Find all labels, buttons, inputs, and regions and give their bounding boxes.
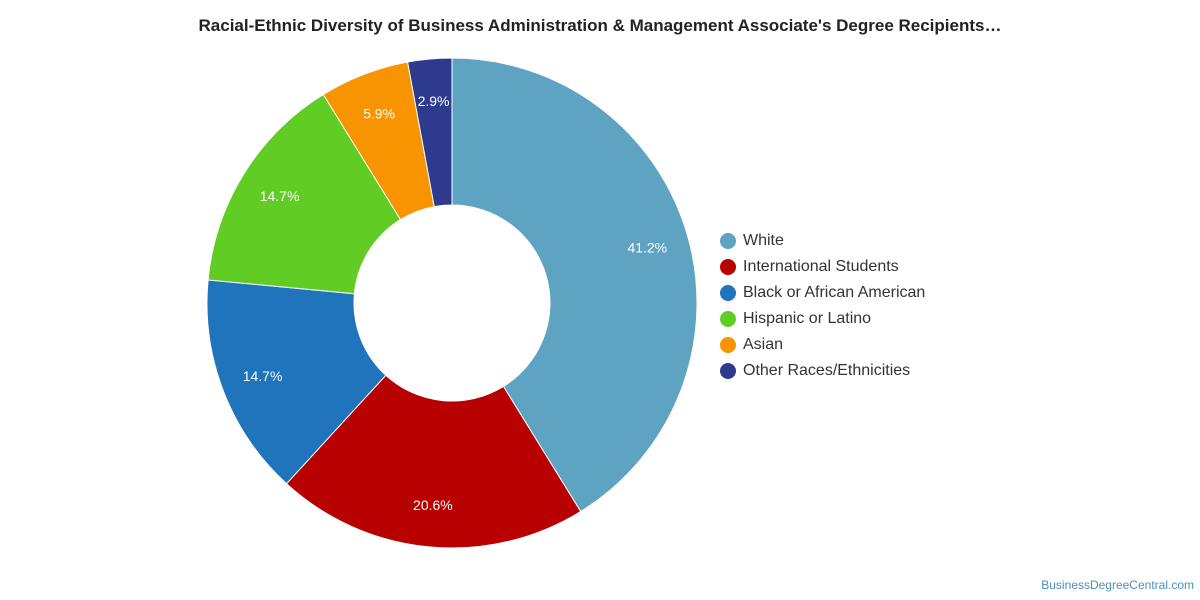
legend-item-white[interactable]: White [720, 228, 925, 254]
legend-label: International Students [743, 258, 899, 275]
legend-swatch [720, 259, 736, 275]
slice-international-students[interactable] [285, 374, 582, 549]
legend-label: Asian [743, 336, 784, 353]
slice-value-label: 5.9% [363, 106, 395, 122]
legend-swatch [720, 337, 736, 353]
slices-group [206, 57, 698, 549]
legend-swatch [720, 363, 736, 379]
legend-item-hispanic-or-latino[interactable]: Hispanic or Latino [720, 306, 925, 332]
slice-value-label: 41.2% [627, 240, 667, 256]
legend-item-asian[interactable]: Asian [720, 332, 925, 358]
slice-value-label: 2.9% [418, 93, 450, 109]
source-credit[interactable]: BusinessDegreeCentral.com [1041, 578, 1194, 592]
legend-label: Hispanic or Latino [743, 310, 872, 327]
slice-value-label: 14.7% [260, 188, 300, 204]
slice-white[interactable] [451, 57, 698, 513]
labels-group: 41.2% 20.6% 14.7% 14.7% 5.9% 2.9% [243, 93, 667, 513]
slice-value-label: 20.6% [413, 497, 453, 513]
legend-swatch [720, 285, 736, 301]
legend-swatch [720, 233, 736, 249]
legend-item-black-or-african-american[interactable]: Black or African American [720, 280, 925, 306]
chart-title: Racial-Ethnic Diversity of Business Admi… [198, 16, 1002, 35]
legend-label: Other Races/Ethnicities [743, 362, 911, 379]
legend-label: White [743, 232, 784, 249]
legend-label: Black or African American [743, 284, 926, 301]
legend: White International Students Black or Afri… [720, 228, 925, 384]
slice-value-label: 14.7% [243, 368, 283, 384]
slice-black-or-african-american[interactable] [206, 279, 387, 485]
legend-swatch [720, 311, 736, 327]
slice-hispanic-or-latino[interactable] [207, 93, 402, 295]
legend-item-other-races-ethnicities[interactable]: Other Races/Ethnicities [720, 358, 925, 384]
slice-other-races-ethnicities[interactable] [407, 57, 453, 208]
legend-item-international-students[interactable]: International Students [720, 254, 925, 280]
